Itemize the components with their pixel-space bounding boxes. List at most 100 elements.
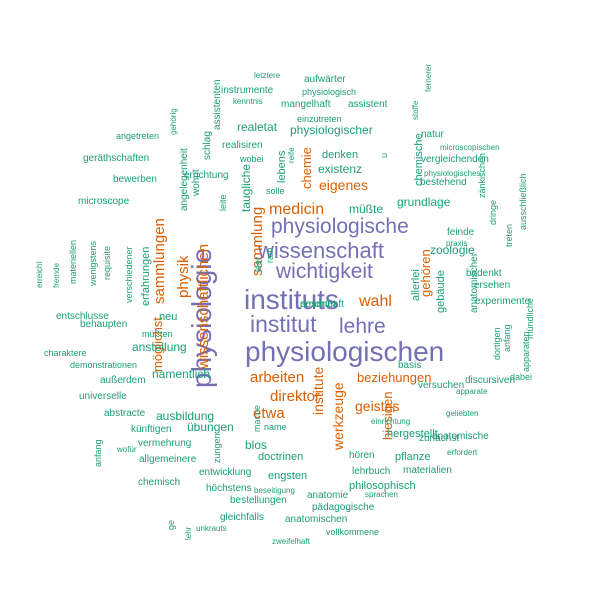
cloud-word: eigenes bbox=[319, 178, 368, 192]
cloud-word: namentlich bbox=[152, 368, 210, 380]
cloud-word: mache bbox=[253, 405, 262, 432]
cloud-word: allgemeinere bbox=[139, 455, 196, 465]
cloud-word: allerlei bbox=[411, 269, 422, 301]
cloud-word: rath bbox=[266, 247, 275, 263]
cloud-word: einzutreten bbox=[297, 115, 342, 124]
cloud-word: reife bbox=[288, 147, 296, 163]
cloud-word: zungen bbox=[213, 433, 222, 463]
cloud-word: zänkischen bbox=[478, 153, 487, 198]
cloud-word: realisiren bbox=[222, 141, 263, 151]
cloud-word: feinde bbox=[447, 228, 474, 238]
cloud-word: universelle bbox=[79, 392, 127, 402]
cloud-word: leite bbox=[219, 194, 228, 211]
cloud-word: angetreten bbox=[116, 132, 159, 141]
cloud-word: experimente bbox=[475, 297, 530, 307]
cloud-word: errichtet bbox=[300, 300, 336, 310]
cloud-word: leer bbox=[254, 257, 263, 272]
cloud-word: wissenschaft bbox=[258, 240, 384, 262]
cloud-word: erreicht bbox=[36, 261, 44, 288]
cloud-word: kenntnis bbox=[233, 98, 263, 106]
cloud-word: außerdem bbox=[100, 376, 146, 386]
cloud-word: bestellungen bbox=[230, 496, 287, 506]
cloud-word: mangelhaft bbox=[281, 100, 330, 110]
cloud-word: physik bbox=[176, 255, 191, 298]
cloud-word: charaktere bbox=[44, 349, 87, 358]
cloud-word: unkrauts bbox=[196, 525, 227, 533]
cloud-word: instrumente bbox=[221, 86, 273, 96]
cloud-word: geliebten bbox=[446, 410, 478, 418]
cloud-word: erfahrungen bbox=[141, 247, 152, 306]
cloud-word: anfang bbox=[94, 439, 103, 467]
cloud-word: pädagogische bbox=[312, 503, 374, 513]
cloud-word: physiologische bbox=[271, 216, 409, 237]
cloud-word: institut bbox=[250, 313, 316, 336]
cloud-word: anstellung bbox=[132, 341, 187, 353]
cloud-word: chemie bbox=[300, 147, 313, 189]
cloud-word: materiellen bbox=[69, 240, 78, 284]
cloud-word: wobei bbox=[240, 155, 264, 164]
cloud-word: ausschließlich bbox=[519, 173, 528, 230]
cloud-word: wofür bbox=[117, 446, 137, 454]
cloud-word: gebäude bbox=[436, 270, 447, 313]
cloud-word: höchstens bbox=[206, 484, 252, 494]
cloud-word: dabei bbox=[510, 373, 532, 382]
cloud-word: bestehend bbox=[420, 178, 467, 188]
cloud-word: entwicklung bbox=[199, 468, 251, 478]
cloud-word: angelegenheit bbox=[180, 148, 190, 211]
cloud-word: physiologischer bbox=[290, 124, 373, 136]
cloud-word: geräthschaften bbox=[83, 154, 149, 164]
cloud-word: doctrinen bbox=[258, 452, 303, 463]
cloud-word: blos bbox=[245, 439, 267, 451]
cloud-word: wohnt bbox=[192, 169, 202, 196]
cloud-word: wichtigkeit bbox=[276, 261, 373, 282]
cloud-word: lehrbuch bbox=[352, 467, 390, 477]
cloud-word: lehre bbox=[339, 316, 386, 337]
cloud-word: müßten bbox=[142, 330, 173, 339]
cloud-word: wenigstens bbox=[89, 241, 98, 286]
cloud-word: treten bbox=[505, 224, 514, 247]
cloud-word: aufwärter bbox=[304, 75, 346, 85]
cloud-word: realetat bbox=[237, 121, 277, 133]
cloud-word: wissenschaftlichen bbox=[196, 244, 211, 369]
cloud-word: neu bbox=[159, 312, 177, 323]
cloud-word: anfang bbox=[503, 324, 512, 352]
cloud-word: abstracte bbox=[104, 409, 145, 419]
cloud-word: natur bbox=[421, 130, 444, 140]
cloud-word: arbeiten bbox=[250, 370, 304, 385]
cloud-word: assistent bbox=[348, 100, 387, 110]
cloud-word: übungen bbox=[187, 421, 234, 433]
cloud-word: u bbox=[380, 153, 389, 158]
cloud-word: existenz bbox=[318, 163, 362, 175]
cloud-word: requisite bbox=[103, 246, 112, 280]
cloud-word: microscopischen bbox=[440, 144, 500, 152]
cloud-word: pflanze bbox=[395, 452, 430, 463]
cloud-word: gleichfalls bbox=[220, 513, 264, 523]
cloud-word: entschlusse bbox=[56, 312, 109, 322]
cloud-word: bewerben bbox=[113, 175, 157, 185]
cloud-word: fremde bbox=[53, 263, 61, 288]
cloud-word: beseitigung bbox=[254, 487, 295, 495]
cloud-word: taugliche bbox=[240, 164, 252, 212]
cloud-word: vollkommene bbox=[326, 528, 379, 537]
cloud-word: name bbox=[264, 423, 287, 432]
cloud-word: anatomischen bbox=[285, 515, 347, 525]
cloud-word: anatomischer bbox=[470, 253, 480, 313]
cloud-word: dringe bbox=[489, 200, 498, 225]
cloud-word: gehörig bbox=[170, 108, 178, 135]
cloud-word: basis bbox=[398, 361, 421, 371]
cloud-word: denken bbox=[322, 150, 358, 161]
cloud-word: assistenten bbox=[213, 79, 223, 130]
cloud-word: versuchen bbox=[418, 381, 464, 391]
cloud-word: vermehrung bbox=[138, 439, 191, 449]
cloud-word: verschiedener bbox=[125, 246, 134, 303]
cloud-word: sammlungen bbox=[152, 218, 167, 304]
cloud-word: demonstrationen bbox=[70, 361, 137, 370]
cloud-word: werkzeuge bbox=[331, 382, 345, 450]
cloud-word: müßte bbox=[349, 203, 383, 215]
cloud-word: anatomie bbox=[307, 491, 348, 501]
cloud-word: stoffe bbox=[412, 101, 420, 120]
cloud-word: institute bbox=[311, 367, 325, 415]
cloud-word: mündliche bbox=[526, 298, 535, 339]
cloud-word: anatomische bbox=[432, 432, 489, 442]
